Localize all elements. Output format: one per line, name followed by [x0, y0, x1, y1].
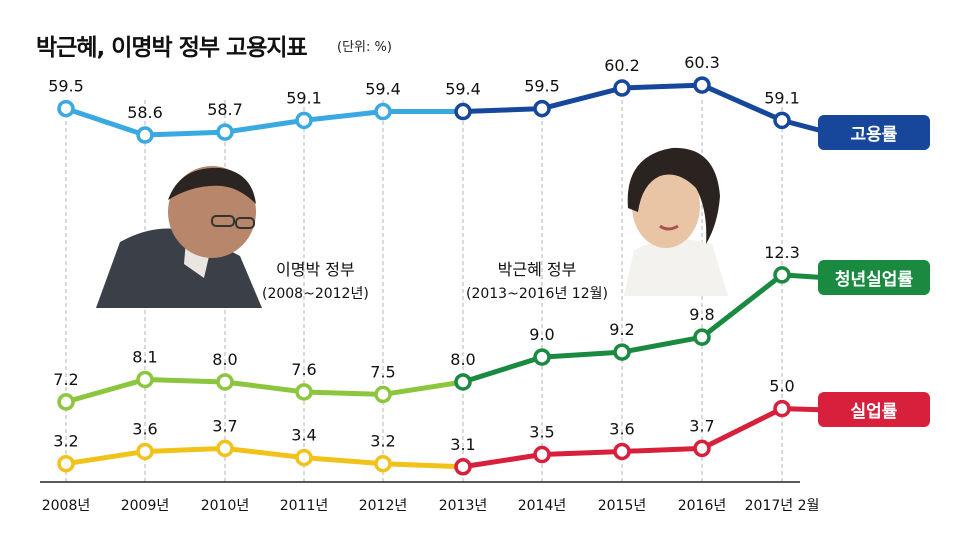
lee-government-label: 이명박 정부 (2008~2012년): [262, 258, 369, 306]
data-point: [533, 99, 551, 118]
data-point: [773, 266, 791, 284]
data-point: [533, 445, 551, 464]
data-point: [693, 439, 711, 458]
data-point: [295, 111, 313, 130]
data-point: [295, 448, 313, 467]
x-tick-label: 2012년: [359, 498, 408, 514]
data-point: [374, 102, 392, 121]
lee-government-name: 이명박 정부: [276, 260, 355, 279]
data-label: 8.1: [132, 347, 157, 366]
x-tick-label: 2014년: [518, 498, 567, 514]
series-line-early: [65, 376, 464, 405]
data-point: [136, 442, 154, 461]
data-point: [57, 454, 75, 473]
chart-title: 박근혜, 이명박 정부 고용지표: [36, 35, 308, 61]
data-label: 7.2: [53, 370, 78, 389]
series-line-early: [65, 445, 464, 470]
data-point: [295, 383, 313, 401]
data-point: [374, 454, 392, 473]
data-point: [374, 385, 392, 404]
data-label: 60.2: [604, 56, 640, 75]
x-tick-label: 2011년: [280, 498, 329, 514]
data-label: 58.7: [207, 100, 243, 119]
data-label: 3.7: [689, 416, 714, 435]
data-label: 3.5: [529, 423, 554, 442]
data-label: 9.8: [689, 305, 714, 324]
data-label: 59.5: [48, 77, 84, 96]
data-label: 9.0: [529, 325, 554, 344]
data-label: 59.5: [524, 77, 560, 96]
data-point: [216, 373, 234, 391]
x-tick-label: 2008년: [42, 498, 91, 514]
data-label: 60.3: [684, 53, 720, 72]
data-label: 9.2: [609, 320, 634, 339]
data-point: [57, 99, 75, 118]
data-point: [136, 126, 154, 144]
data-label: 3.6: [132, 419, 157, 438]
data-label: 12.3: [764, 243, 800, 262]
data-label: 3.1: [450, 435, 475, 454]
x-tick-label: 2009년: [121, 498, 170, 514]
park-geun-hye-photo: [624, 147, 728, 296]
data-point: [613, 79, 631, 97]
legend-employment-rate: 고용률: [818, 115, 930, 150]
unit-label: (단위: %): [337, 40, 392, 55]
x-tick-label: 2016년: [678, 498, 727, 514]
data-label: 3.2: [53, 432, 78, 451]
data-label: 58.6: [127, 103, 163, 122]
lee-myung-bak-photo: [96, 166, 262, 308]
data-point: [613, 442, 631, 461]
data-point: [454, 458, 472, 476]
x-tick-label: 2017년 2월: [745, 498, 820, 514]
data-label: 3.6: [609, 419, 634, 438]
x-tick-label: 2013년: [439, 498, 488, 514]
data-label: 3.2: [370, 432, 395, 451]
data-label: 59.1: [764, 88, 800, 107]
lee-government-years: (2008~2012년): [262, 286, 369, 302]
data-label: 8.0: [212, 350, 237, 369]
data-label: 5.0: [769, 377, 794, 396]
data-point: [533, 348, 551, 366]
series-line-early: [65, 106, 463, 138]
legend-unemployment-rate: 실업률: [818, 392, 930, 427]
data-point: [773, 111, 791, 130]
data-point: [613, 343, 631, 361]
x-tick-label: 2015년: [598, 498, 647, 514]
park-government-years: (2013~2016년 12월): [466, 286, 608, 302]
park-government-name: 박근혜 정부: [497, 260, 577, 279]
data-point: [216, 439, 234, 458]
data-point: [693, 76, 711, 94]
data-point: [693, 328, 711, 346]
data-point: [57, 393, 75, 411]
legend-youth-unemployment-rate: 청년실업률: [818, 260, 930, 295]
data-point: [216, 123, 234, 141]
data-label: 3.4: [291, 426, 316, 445]
park-government-label: 박근혜 정부 (2013~2016년 12월): [466, 258, 608, 306]
data-point: [454, 102, 472, 121]
data-label: 59.4: [365, 80, 401, 99]
data-point: [773, 399, 791, 418]
data-label: 7.5: [370, 362, 395, 381]
x-tick-label: 2010년: [201, 498, 250, 514]
data-point: [454, 373, 472, 391]
data-label: 7.6: [291, 360, 316, 379]
data-label: 3.7: [212, 416, 237, 435]
data-label: 59.1: [286, 88, 322, 107]
data-label: 8.0: [450, 350, 475, 369]
data-label: 59.4: [445, 80, 481, 99]
data-point: [136, 370, 154, 389]
